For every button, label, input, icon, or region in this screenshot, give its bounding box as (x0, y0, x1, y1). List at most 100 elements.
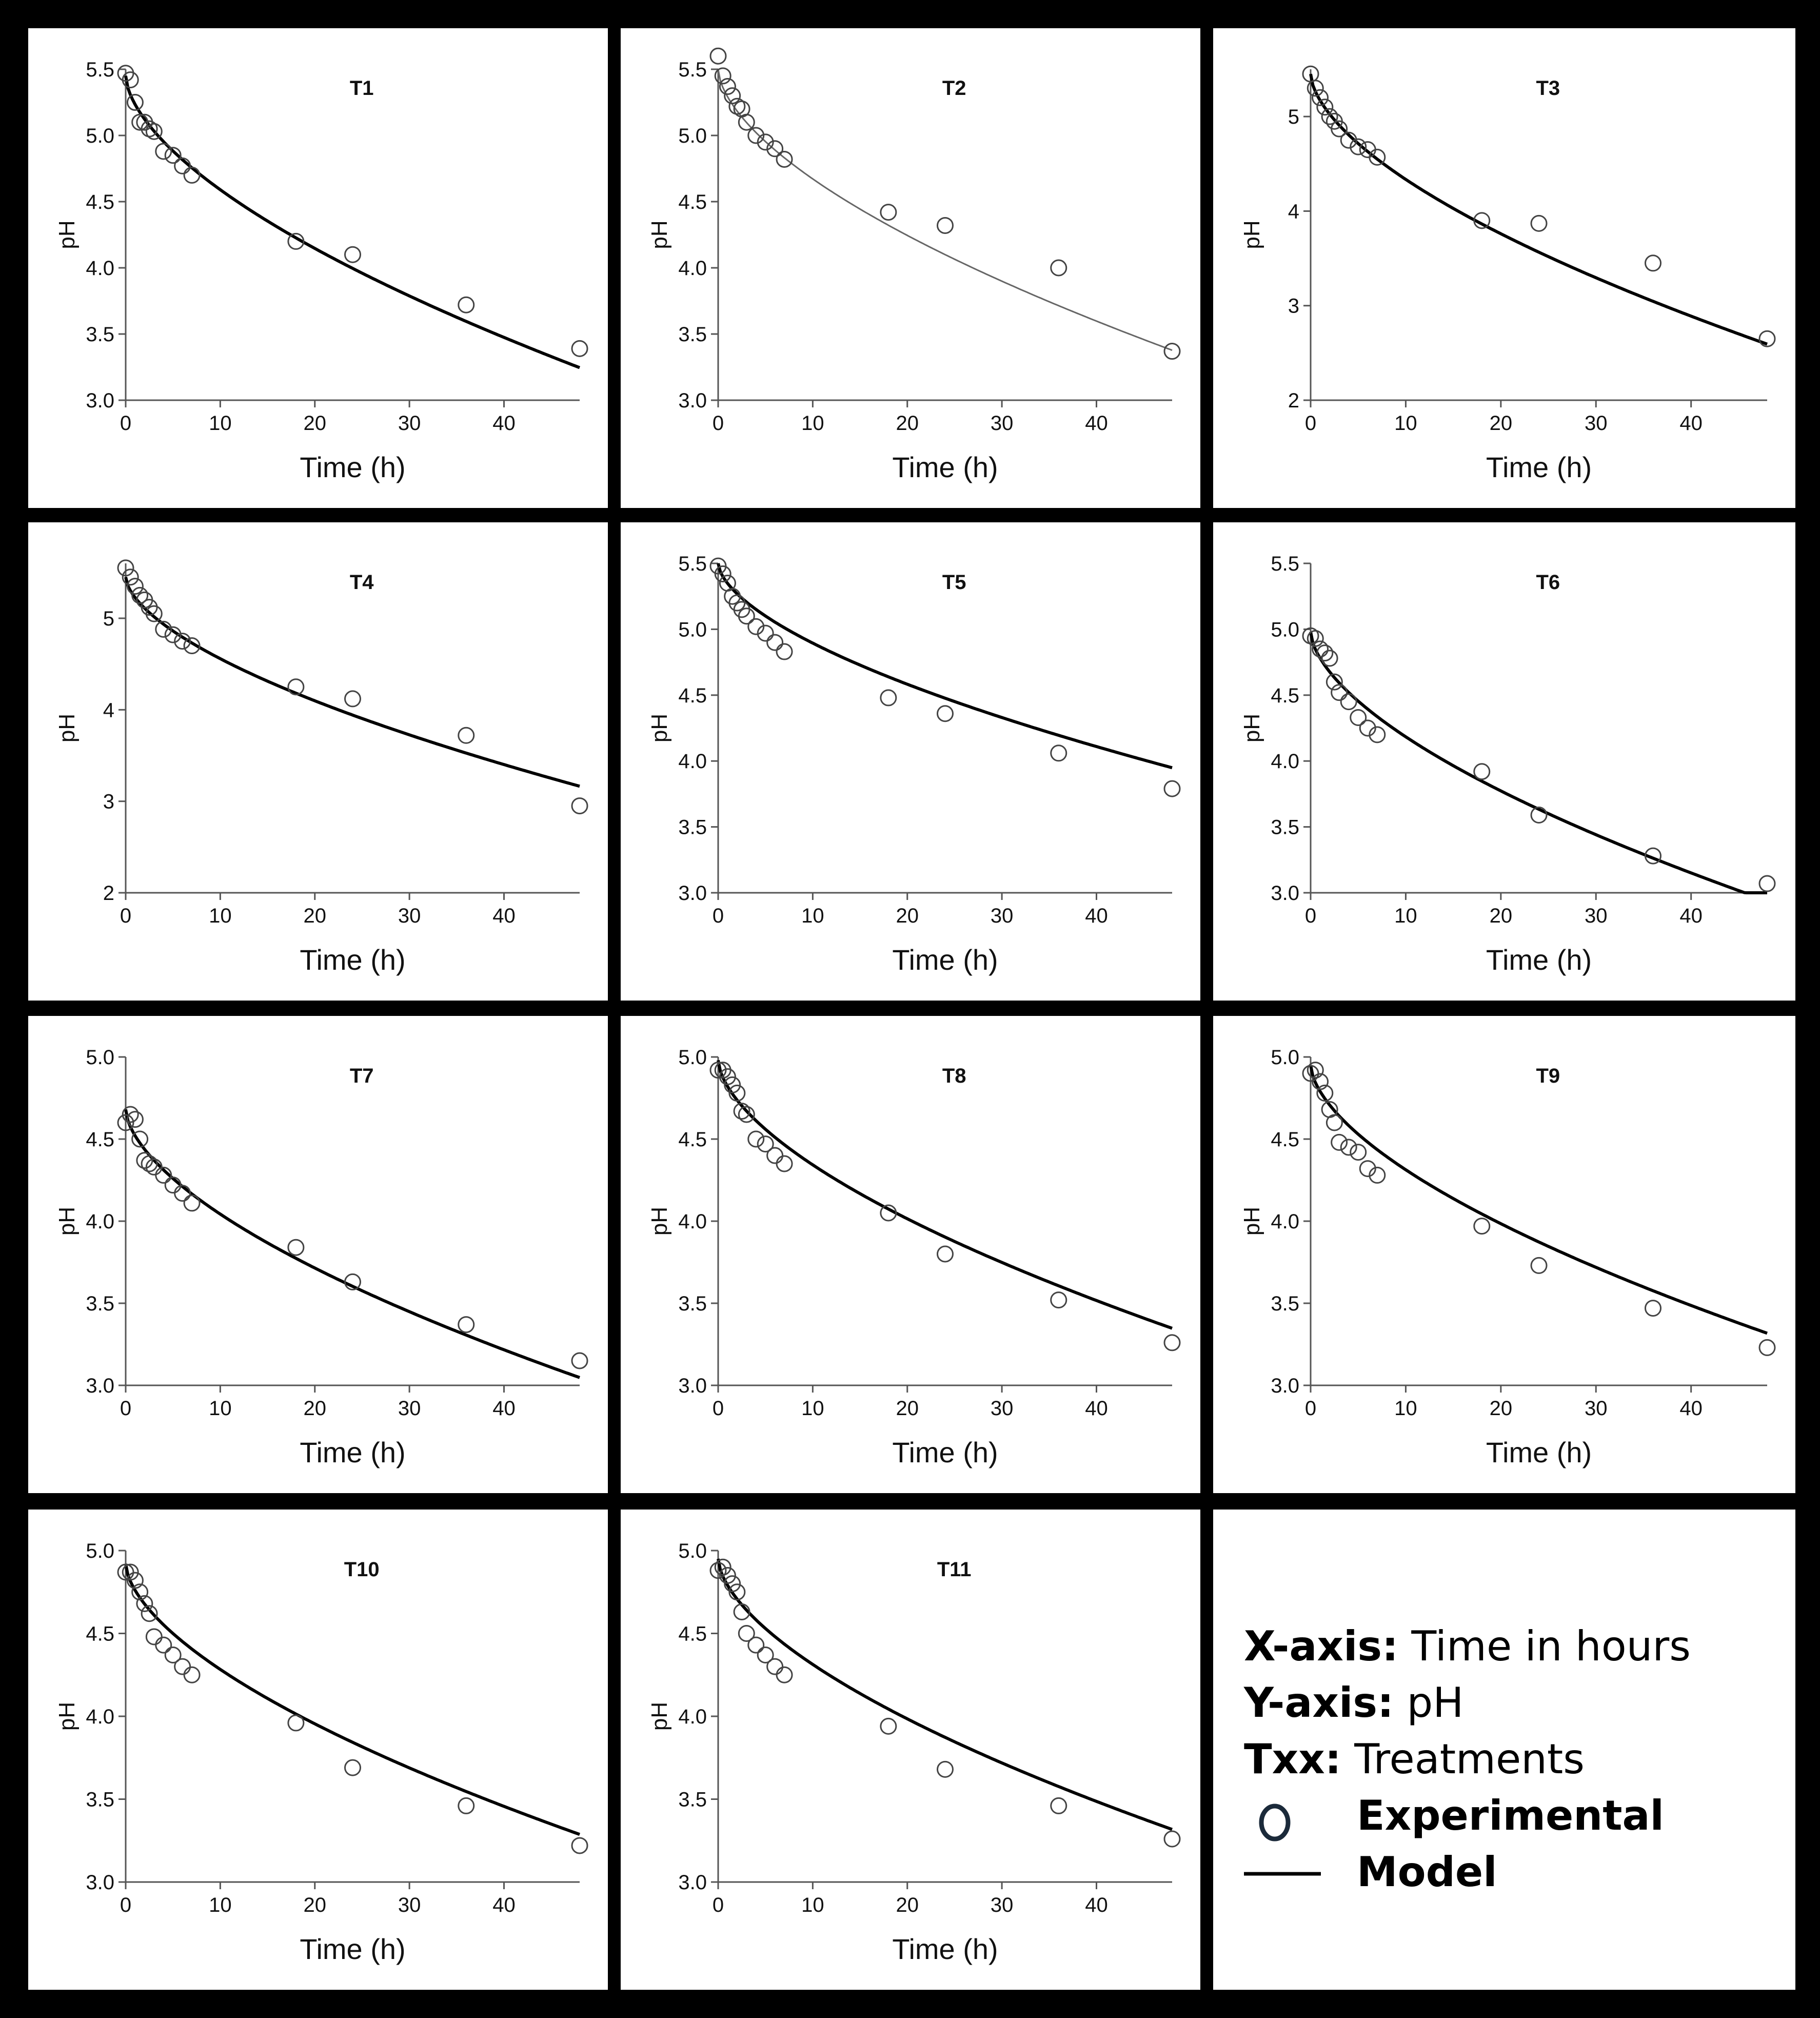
experimental-point (1359, 719, 1376, 737)
chart-panel-t10: 3.0 3.5 4.0 4.5 5.0 0 10 20 30 40 Time (h) pH T10 (28, 1510, 608, 1990)
y-tick-label: 4.0 (86, 257, 114, 280)
x-axis-title: Time (h) (1486, 1436, 1592, 1468)
x-tick-label: 30 (991, 905, 1014, 927)
experimental-point (117, 1563, 134, 1581)
y-tick-label: 3.0 (86, 1375, 114, 1397)
experimental-point (747, 618, 765, 635)
experimental-point (1050, 1291, 1067, 1309)
x-tick-label: 30 (398, 1397, 421, 1420)
experimental-point (117, 1114, 134, 1131)
experimental-point (1307, 80, 1324, 97)
x-axis-title: Time (h) (892, 1436, 998, 1468)
chart-title: T1 (350, 77, 374, 100)
x-tick-label: 0 (1305, 412, 1316, 435)
x-tick-label: 10 (1394, 905, 1417, 927)
model-curve (717, 69, 1173, 351)
experimental-point (1340, 1139, 1357, 1156)
x-axis-title: Time (h) (892, 451, 998, 483)
experimental-point (1050, 1797, 1067, 1814)
chart-title: T9 (1536, 1065, 1560, 1087)
model-curve (717, 563, 1173, 770)
x-tick-label: 20 (1490, 905, 1513, 927)
y-tick-label: 5.0 (678, 1046, 707, 1069)
x-tick-label: 20 (304, 1397, 327, 1420)
experimental-point (1473, 763, 1491, 780)
chart-title: T3 (1536, 77, 1560, 100)
x-tick-label: 20 (304, 1894, 327, 1916)
model-line-icon (1244, 1872, 1321, 1876)
experimental-point (571, 797, 588, 815)
y-tick-label: 5.5 (1271, 553, 1299, 575)
experimental-point (1645, 1300, 1661, 1317)
x-tick-label: 10 (801, 412, 824, 435)
chart-svg-t7: 3.0 3.5 4.0 4.5 5.0 0 10 20 30 40 Time (h) pH T7 (54, 1046, 588, 1468)
y-tick-label: 3 (1288, 295, 1299, 318)
experimental-point (458, 296, 475, 314)
legend-yaxis-value: pH (1407, 1679, 1464, 1727)
experimental-point (136, 1152, 153, 1169)
y-axis-title: pH (54, 1207, 80, 1236)
x-tick-label: 10 (209, 1397, 232, 1420)
experimental-point (183, 166, 201, 184)
experimental-point (937, 1245, 954, 1263)
y-axis-title: pH (1239, 714, 1264, 742)
experimental-point (738, 1625, 755, 1642)
model-curve (124, 576, 580, 788)
experimental-point (1307, 1062, 1324, 1079)
experimental-point (1473, 1218, 1491, 1235)
experimental-point (757, 133, 774, 151)
x-tick-label: 10 (1394, 1397, 1417, 1420)
model-curve (1309, 631, 1767, 894)
x-axis-title: Time (h) (1486, 451, 1592, 483)
x-axis-title: Time (h) (1486, 944, 1592, 976)
experimental-point (714, 67, 731, 85)
experimental-point (738, 113, 755, 131)
experimental-point (344, 1273, 361, 1290)
experimental-point (344, 1759, 361, 1776)
experimental-point (714, 1558, 731, 1576)
chart-svg-t10: 3.0 3.5 4.0 4.5 5.0 0 10 20 30 40 Time (h) pH T10 (54, 1540, 588, 1965)
y-tick-label: 5 (103, 608, 114, 630)
experimental-point (1340, 131, 1357, 149)
y-tick-label: 3.0 (86, 1871, 114, 1894)
experimental-point (145, 605, 163, 622)
experimental-point (287, 1239, 305, 1256)
experimental-point (1316, 644, 1334, 662)
experimental-point (880, 1204, 897, 1222)
x-tick-label: 40 (492, 905, 516, 927)
experimental-point (1350, 1144, 1367, 1161)
x-tick-label: 40 (1085, 1894, 1108, 1916)
model-curve (717, 1558, 1173, 1831)
experimental-point (131, 113, 149, 131)
legend-model-label: Model (1357, 1848, 1497, 1896)
chart-svg-t8: 3.0 3.5 4.0 4.5 5.0 0 10 20 30 40 Time (h) pH T8 (647, 1046, 1181, 1468)
x-tick-label: 40 (1679, 412, 1703, 435)
experimental-point (141, 120, 158, 138)
experimental-point (1645, 254, 1661, 272)
y-axis-title: pH (647, 1702, 672, 1731)
experimental-point (136, 1595, 153, 1612)
x-tick-label: 10 (801, 905, 824, 927)
y-tick-label: 3.0 (1271, 1375, 1299, 1397)
chart-panel-t9: 3.0 3.5 4.0 4.5 5.0 0 10 20 30 40 Time (h) pH T9 (1213, 1016, 1795, 1493)
y-tick-label: 5.5 (678, 58, 707, 81)
chart-title: T4 (350, 571, 374, 594)
chart-panel-t3: 2 3 4 5 0 10 20 30 40 Time (h) pH T3 (1213, 28, 1795, 508)
experimental-point (141, 1605, 158, 1622)
experimental-point (709, 1562, 727, 1579)
experimental-point (174, 1185, 191, 1202)
x-tick-label: 20 (304, 412, 327, 435)
experimental-point (122, 71, 139, 89)
x-axis-title: Time (h) (892, 1933, 998, 1965)
y-tick-label: 4.5 (678, 1128, 707, 1151)
experimental-point (1758, 875, 1776, 892)
y-tick-label: 5.0 (1271, 1046, 1299, 1069)
x-tick-label: 20 (304, 905, 327, 927)
experimental-point (776, 150, 793, 168)
y-tick-label: 3 (103, 791, 114, 813)
experimental-point (164, 626, 182, 643)
chart-title: T5 (942, 571, 966, 594)
y-axis-title: pH (54, 220, 80, 249)
experimental-point (1530, 214, 1548, 232)
chart-svg-t5: 3.0 3.5 4.0 4.5 5.0 5.5 0 10 20 30 40 Time (h) pH T5 (647, 553, 1181, 976)
